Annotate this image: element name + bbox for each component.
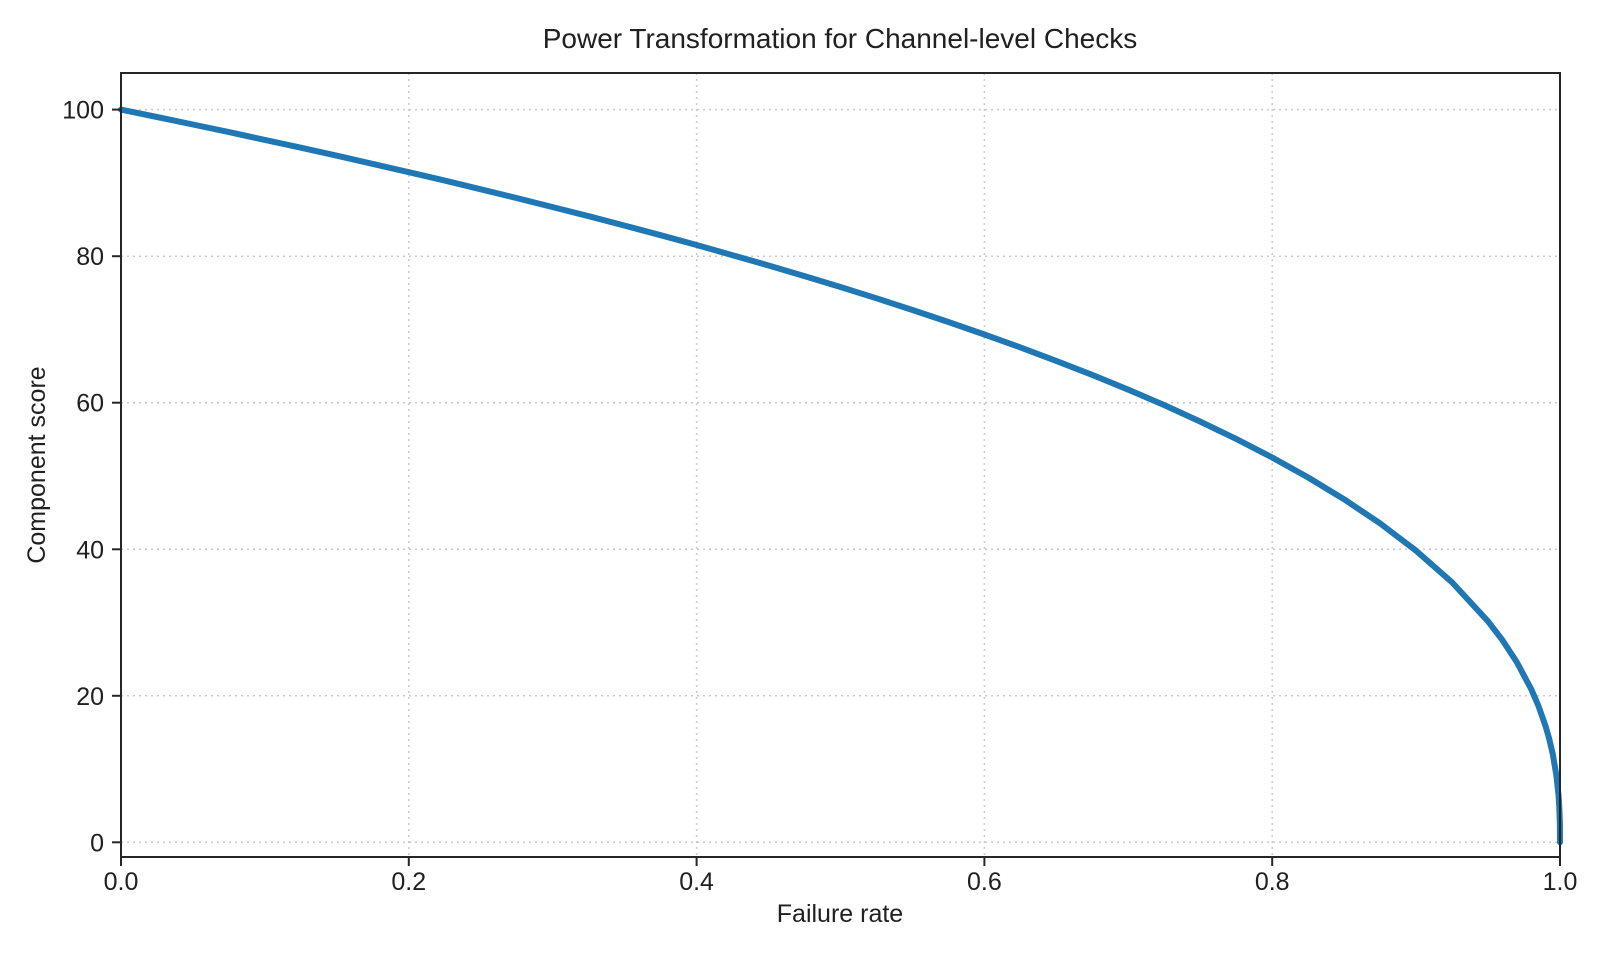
tick-labels: 0.0 0.2 0.4 0.6 0.8 1.0 0 20 40 60 80 100 <box>62 97 1577 896</box>
y-tick-label: 60 <box>76 390 104 418</box>
plot-border <box>120 72 1561 858</box>
axes-spines <box>120 72 1561 858</box>
x-tick-label: 0.8 <box>1255 868 1290 896</box>
y-tick-label: 80 <box>76 243 104 271</box>
y-tick-label: 0 <box>90 829 104 857</box>
x-tick-label: 0.0 <box>104 868 139 896</box>
chart-title: Power Transformation for Channel-level C… <box>543 23 1137 54</box>
y-axis-label: Component score <box>23 366 51 563</box>
x-axis-label: Failure rate <box>777 900 903 928</box>
x-tick-label: 0.6 <box>967 868 1002 896</box>
data-line <box>118 106 1563 846</box>
x-tick-label: 1.0 <box>1543 868 1578 896</box>
x-tick-label: 0.2 <box>391 868 426 896</box>
y-tick-label: 20 <box>76 683 104 711</box>
curve-layer <box>118 106 1563 846</box>
x-tick-label: 0.4 <box>679 868 714 896</box>
y-tick-label: 40 <box>76 536 104 564</box>
tick-marks <box>112 108 1561 866</box>
grid-lines <box>120 73 1561 857</box>
y-tick-label: 100 <box>62 97 104 125</box>
